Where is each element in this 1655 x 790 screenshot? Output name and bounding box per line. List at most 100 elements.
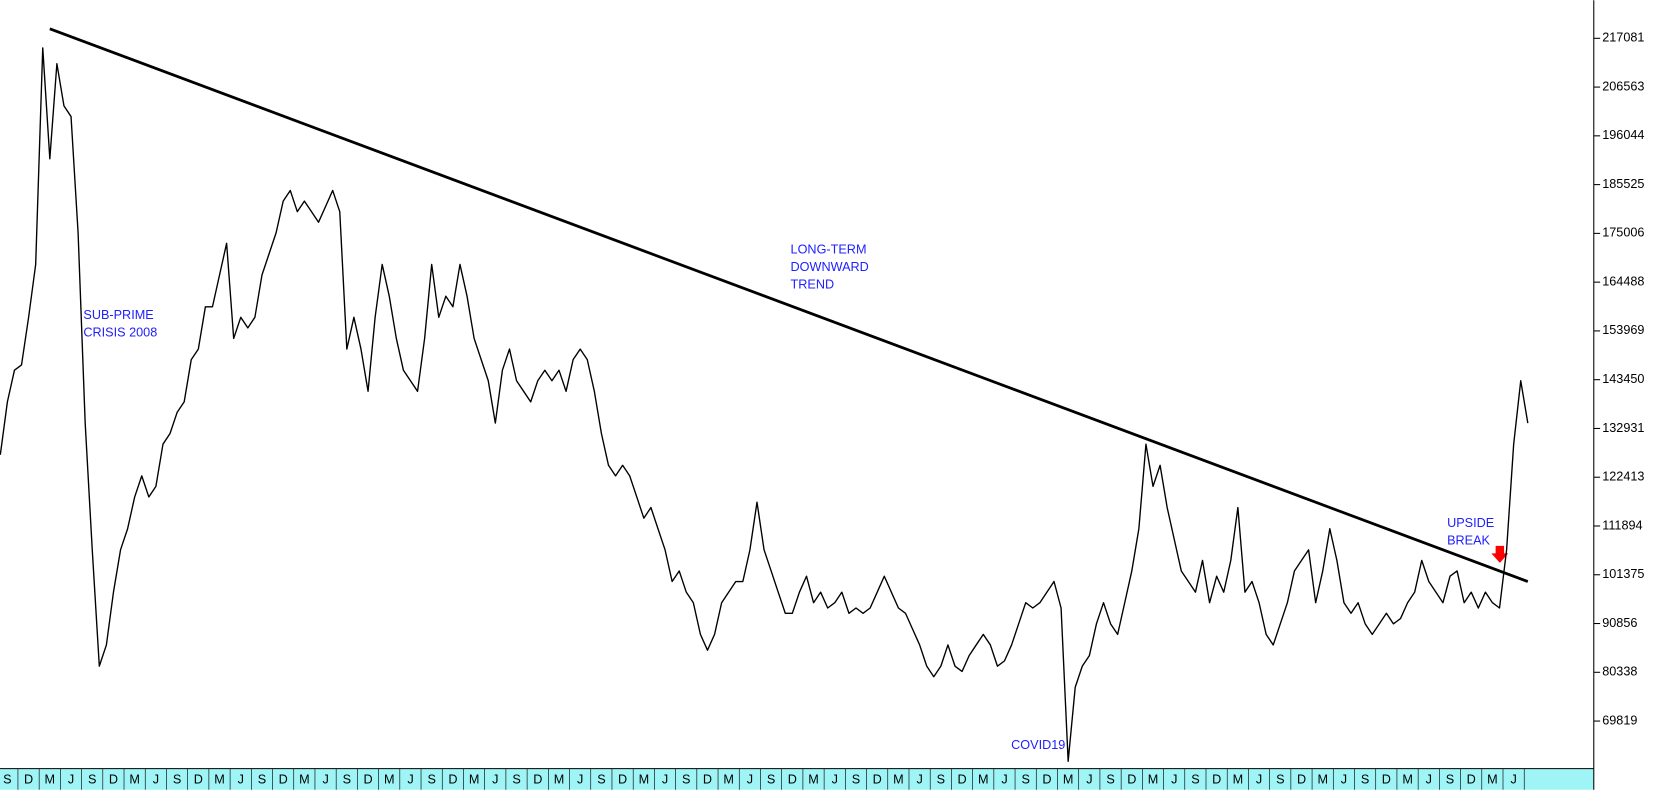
price-line <box>0 47 1529 762</box>
x-tick-label: D <box>1212 773 1221 787</box>
x-tick-label: D <box>279 773 288 787</box>
x-tick-label: J <box>322 773 328 787</box>
x-tick-label: S <box>88 773 96 787</box>
x-tick-label: M <box>129 773 140 787</box>
annotation: SUB-PRIME <box>83 308 153 322</box>
x-tick-label: M <box>1402 773 1413 787</box>
y-tick-label: 90856 <box>1602 616 1637 630</box>
annotation: TREND <box>791 278 835 292</box>
y-tick-label: 143450 <box>1602 372 1644 386</box>
x-tick-label: S <box>1106 773 1114 787</box>
x-tick-label: D <box>618 773 627 787</box>
y-tick-label: 122413 <box>1602 470 1644 484</box>
x-tick-label: J <box>577 773 583 787</box>
trend-line <box>49 27 1529 583</box>
x-tick-label: S <box>343 773 351 787</box>
x-tick-label: S <box>1191 773 1199 787</box>
y-tick-label: 153969 <box>1602 323 1644 337</box>
x-tick-label: S <box>258 773 266 787</box>
x-tick-label: S <box>1021 773 1029 787</box>
x-tick-label: J <box>662 773 668 787</box>
x-tick-label: M <box>893 773 904 787</box>
x-tick-label: S <box>682 773 690 787</box>
x-tick-label: M <box>384 773 395 787</box>
x-tick-label: M <box>1317 773 1328 787</box>
y-tick-label: 111894 <box>1602 518 1642 532</box>
x-tick-label: M <box>214 773 225 787</box>
x-axis-band <box>0 768 1594 790</box>
x-tick-label: D <box>788 773 797 787</box>
x-tick-label: J <box>1511 773 1517 787</box>
x-tick-label: M <box>45 773 56 787</box>
y-tick-label: 132931 <box>1602 421 1644 435</box>
x-tick-label: M <box>1233 773 1244 787</box>
x-tick-label: D <box>1042 773 1051 787</box>
annotation: COVID19 <box>1011 738 1065 752</box>
y-tick-label: 217081 <box>1602 31 1644 45</box>
x-tick-label: M <box>299 773 310 787</box>
break-arrow <box>1491 545 1509 563</box>
y-tick-label: 196044 <box>1602 128 1644 142</box>
x-tick-label: S <box>3 773 11 787</box>
x-tick-label: D <box>1127 773 1136 787</box>
x-tick-label: S <box>1276 773 1284 787</box>
x-tick-label: D <box>109 773 118 787</box>
x-tick-label: D <box>1297 773 1306 787</box>
x-tick-label: J <box>153 773 159 787</box>
y-tick-label: 69819 <box>1602 713 1637 727</box>
y-tick-label: 185525 <box>1602 177 1644 191</box>
x-tick-label: M <box>1063 773 1074 787</box>
x-tick-label: J <box>916 773 922 787</box>
x-tick-label: D <box>363 773 372 787</box>
x-tick-label: M <box>808 773 819 787</box>
x-tick-label: M <box>1148 773 1159 787</box>
x-tick-label: J <box>407 773 413 787</box>
annotation: CRISIS 2008 <box>83 326 157 340</box>
x-tick-label: S <box>512 773 520 787</box>
x-tick-label: J <box>832 773 838 787</box>
x-tick-label: D <box>194 773 203 787</box>
x-tick-label: M <box>723 773 734 787</box>
x-tick-label: D <box>1382 773 1391 787</box>
y-tick-label: 175006 <box>1602 226 1644 240</box>
x-tick-label: D <box>958 773 967 787</box>
x-tick-label: S <box>937 773 945 787</box>
annotation: BREAK <box>1447 534 1490 548</box>
x-tick-label: J <box>68 773 74 787</box>
x-tick-label: J <box>1001 773 1007 787</box>
x-tick-label: S <box>767 773 775 787</box>
x-tick-label: S <box>597 773 605 787</box>
x-tick-label: J <box>238 773 244 787</box>
x-tick-label: S <box>852 773 860 787</box>
x-tick-label: J <box>1426 773 1432 787</box>
x-tick-label: D <box>873 773 882 787</box>
x-tick-label: M <box>554 773 565 787</box>
x-tick-label: J <box>1341 773 1347 787</box>
x-tick-label: M <box>1487 773 1498 787</box>
y-tick-label: 101375 <box>1602 567 1644 581</box>
x-tick-label: S <box>1446 773 1454 787</box>
x-tick-label: J <box>1086 773 1092 787</box>
x-tick-label: M <box>639 773 650 787</box>
x-tick-label: M <box>469 773 480 787</box>
x-tick-label: S <box>173 773 181 787</box>
y-tick-label: 206563 <box>1602 79 1644 93</box>
x-tick-label: D <box>448 773 457 787</box>
y-tick-label: 80338 <box>1602 665 1637 679</box>
x-tick-label: M <box>978 773 989 787</box>
x-tick-label: S <box>1361 773 1369 787</box>
x-tick-label: D <box>24 773 33 787</box>
annotation: UPSIDE <box>1447 516 1494 530</box>
x-tick-label: J <box>747 773 753 787</box>
x-tick-label: S <box>427 773 435 787</box>
x-tick-label: J <box>492 773 498 787</box>
annotation: DOWNWARD <box>791 260 869 274</box>
x-tick-label: J <box>1171 773 1177 787</box>
x-tick-label: D <box>703 773 712 787</box>
annotation: LONG-TERM <box>791 243 867 257</box>
x-tick-label: D <box>533 773 542 787</box>
x-tick-label: D <box>1467 773 1476 787</box>
x-tick-label: J <box>1256 773 1262 787</box>
